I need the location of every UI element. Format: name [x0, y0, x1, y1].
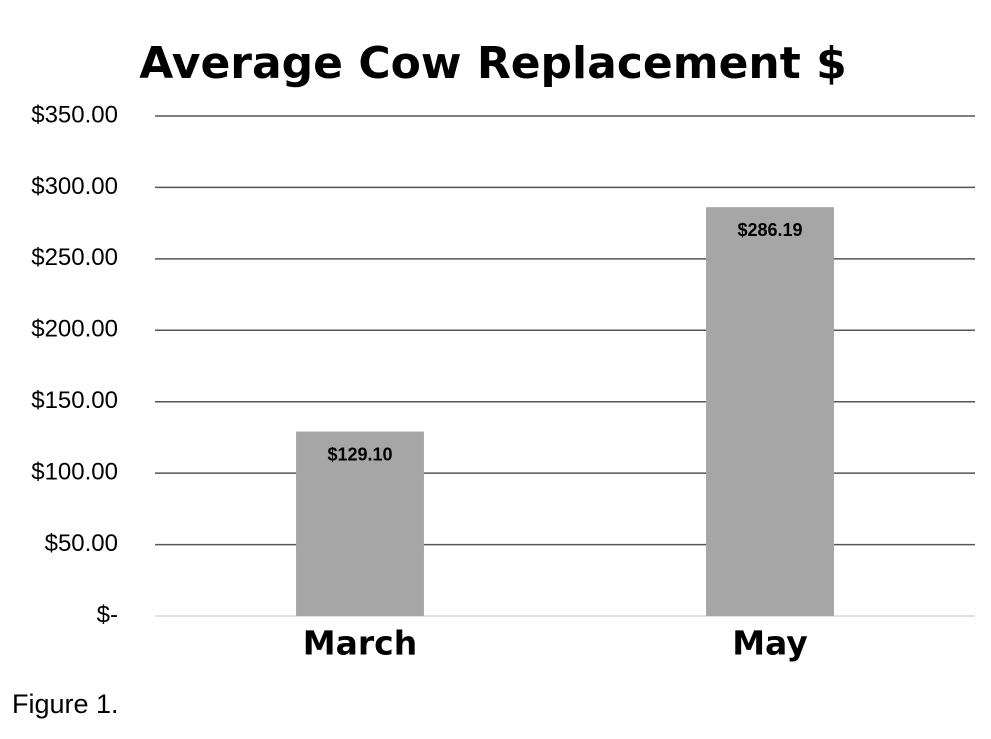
figure-caption: Figure 1. [12, 689, 119, 719]
y-tick-label: $350.00 [31, 101, 118, 128]
y-tick-label: $50.00 [45, 530, 118, 557]
bar [706, 207, 834, 616]
y-tick-label: $- [97, 601, 118, 628]
y-tick-label: $250.00 [31, 244, 118, 271]
y-tick-label: $100.00 [31, 458, 118, 485]
y-tick-label: $150.00 [31, 387, 118, 414]
value-label: $129.10 [327, 444, 392, 464]
y-tick-label: $300.00 [31, 173, 118, 200]
bar [296, 431, 424, 616]
y-tick-label: $200.00 [31, 316, 118, 343]
x-tick-label: May [732, 624, 808, 663]
chart-title: Average Cow Replacement $ [139, 38, 846, 89]
x-tick-label: March [303, 624, 417, 663]
value-label: $286.19 [737, 220, 802, 240]
